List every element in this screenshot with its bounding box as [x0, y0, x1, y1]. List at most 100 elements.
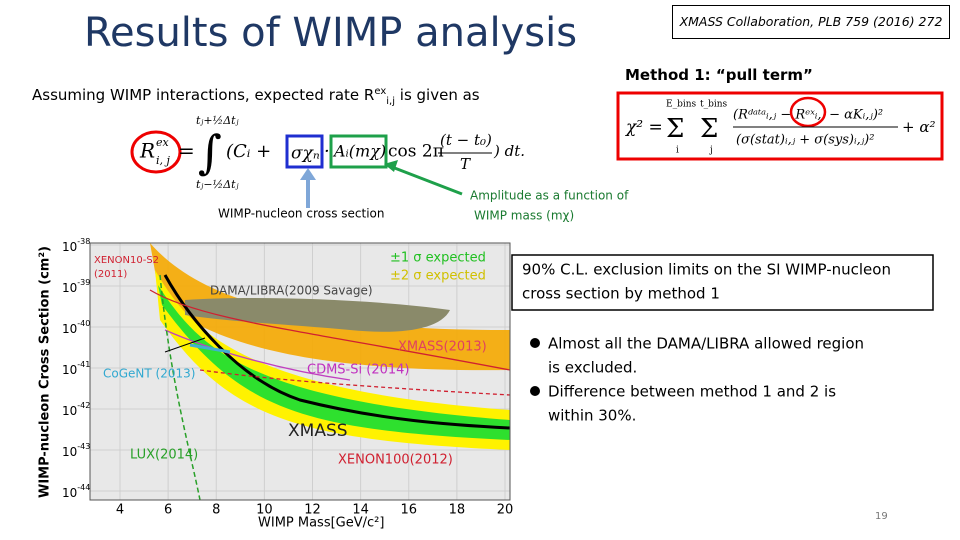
x-tick-label: 18 — [449, 503, 466, 518]
tick-exp: -44 — [77, 483, 90, 492]
tick-base: 10 — [62, 322, 77, 336]
band-2sigma — [155, 270, 510, 450]
x-tick-label: 4 — [116, 503, 124, 518]
annotation: DAMA/LIBRA(2009 Savage) — [210, 284, 373, 298]
callout-box — [511, 254, 934, 311]
y-tick-label: 10-38 — [62, 237, 90, 254]
y-tick-label: 10-43 — [62, 442, 90, 459]
y-tick-label: 10-44 — [62, 483, 90, 500]
tick-base: 10 — [62, 486, 77, 500]
eq-text: ex — [156, 136, 170, 149]
tick-exp: -39 — [77, 278, 90, 287]
eq-text: (Cᵢ + — [226, 141, 271, 162]
eq-text: (σ(stat)ᵢ,ⱼ + σ(sys)ᵢ,ⱼ)² — [736, 133, 874, 148]
y-tick-label: 10-40 — [62, 319, 90, 336]
tick-exp: -41 — [77, 360, 90, 369]
callout-text: 90% C.L. exclusion limits on the SI WIMP… — [522, 261, 891, 279]
annotation: XENON100(2012) — [338, 453, 453, 468]
annotation: XENON10-S2 — [94, 255, 159, 266]
eq-text: t_bins — [700, 100, 728, 110]
x-tick-label: 12 — [304, 503, 321, 518]
annotation: ±1 σ expected — [390, 251, 486, 266]
eq-text: R — [139, 139, 155, 163]
curve — [159, 274, 201, 501]
plot-frame — [89, 242, 511, 501]
curve — [189, 343, 231, 354]
green-box — [329, 134, 388, 169]
tick-exp: -38 — [77, 237, 90, 246]
tick-base: 10 — [62, 445, 77, 459]
annotation: (2011) — [94, 269, 127, 280]
y-tick-label: 10-39 — [62, 278, 90, 295]
intro-sub: i,j — [386, 96, 396, 107]
y-axis-label: WIMP-nucleon Cross Section (cm²) — [38, 246, 53, 498]
eq-text: i, j — [156, 154, 171, 167]
eq-text: χ² = — [625, 118, 663, 138]
x-tick-label: 20 — [497, 503, 514, 518]
tick-base: 10 — [62, 240, 77, 254]
title: Results of WIMP analysis — [84, 10, 578, 56]
highlight-circle — [789, 96, 827, 128]
integral: ∫ — [198, 125, 222, 179]
annotation: ±2 σ expected — [390, 269, 486, 284]
dama-region — [185, 298, 450, 332]
x-tick-label: 16 — [400, 503, 417, 518]
equation-2: χ² = Σ E_bins i Σ t_bins j (Rᵈᵃᵗᵃᵢ,ⱼ − R… — [625, 96, 935, 156]
annotation: LUX(2014) — [130, 448, 198, 463]
annotation: XMASS — [288, 421, 348, 441]
bullet — [530, 386, 540, 396]
reference: XMASS Collaboration, PLB 759 (2016) 272 — [672, 5, 950, 39]
eq-text: (Rᵈᵃᵗᵃᵢ,ⱼ − Rᵉˣᵢ,ⱼ − αKᵢ,ⱼ)² — [733, 108, 883, 123]
eq-text: i — [676, 146, 679, 156]
eq-text: cos 2π — [388, 142, 444, 162]
eq-text: j — [709, 146, 713, 156]
bullet — [530, 338, 540, 348]
label: WIMP mass (mχ) — [474, 209, 574, 223]
eq-text: Σ — [700, 114, 718, 144]
label: WIMP-nucleon cross section — [218, 207, 385, 221]
eq-text: σχₙ — [291, 144, 320, 164]
arrowhead — [300, 168, 316, 180]
intro: Assuming WIMP interactions, expected rat… — [32, 86, 480, 107]
bullet-text: is excluded. — [548, 359, 637, 377]
tick-exp: -43 — [77, 442, 90, 451]
eq-text: Aᵢ(mχ) — [332, 142, 386, 161]
curve — [164, 329, 351, 381]
x-tick-label: 8 — [212, 503, 220, 518]
curve — [149, 289, 511, 371]
eq-text: Σ — [666, 114, 684, 144]
red-box — [616, 91, 944, 161]
callout-text: cross section by method 1 — [522, 285, 720, 303]
y-tick-label: 10-41 — [62, 360, 90, 377]
annotation: CoGeNT (2013) — [103, 367, 195, 381]
eq-text: tⱼ+½Δtⱼ — [196, 114, 239, 127]
eq-text: = — [178, 139, 195, 163]
tick-exp: -40 — [77, 319, 90, 328]
x-tick-label: 10 — [256, 503, 273, 518]
eq-text: E_bins — [666, 100, 697, 110]
eq-text: tⱼ−½Δtⱼ — [196, 178, 239, 191]
bullet-text: Almost all the DAMA/LIBRA allowed region — [548, 335, 864, 353]
tick-base: 10 — [62, 281, 77, 295]
y-tick-label: 10-42 — [62, 401, 90, 418]
highlight-circle — [130, 130, 182, 174]
eq-text: + α² — [902, 118, 935, 136]
annotations: XENON10-S2 (2011) DAMA/LIBRA(2009 Savage… — [94, 251, 487, 468]
xmass-curve — [163, 274, 511, 430]
bullet-text: within 30%. — [548, 407, 636, 425]
intro-sup: ex — [374, 86, 387, 97]
intro-text: Assuming WIMP interactions, expected rat… — [32, 86, 375, 104]
curve — [199, 369, 511, 396]
eq-text: · — [324, 141, 330, 162]
x-axis-label: WIMP Mass[GeV/c²] — [258, 516, 384, 531]
pointer — [164, 337, 206, 353]
blue-box — [285, 134, 324, 169]
page-number: 19 — [875, 511, 888, 522]
equation-1: R ex i, j = ∫ tⱼ+½Δtⱼ tⱼ−½Δtⱼ (Cᵢ + σχₙ … — [130, 114, 525, 191]
tick-base: 10 — [62, 404, 77, 418]
band — [150, 243, 510, 371]
tick-exp: -42 — [77, 401, 90, 410]
method-title: Method 1: “pull term” — [625, 66, 813, 84]
